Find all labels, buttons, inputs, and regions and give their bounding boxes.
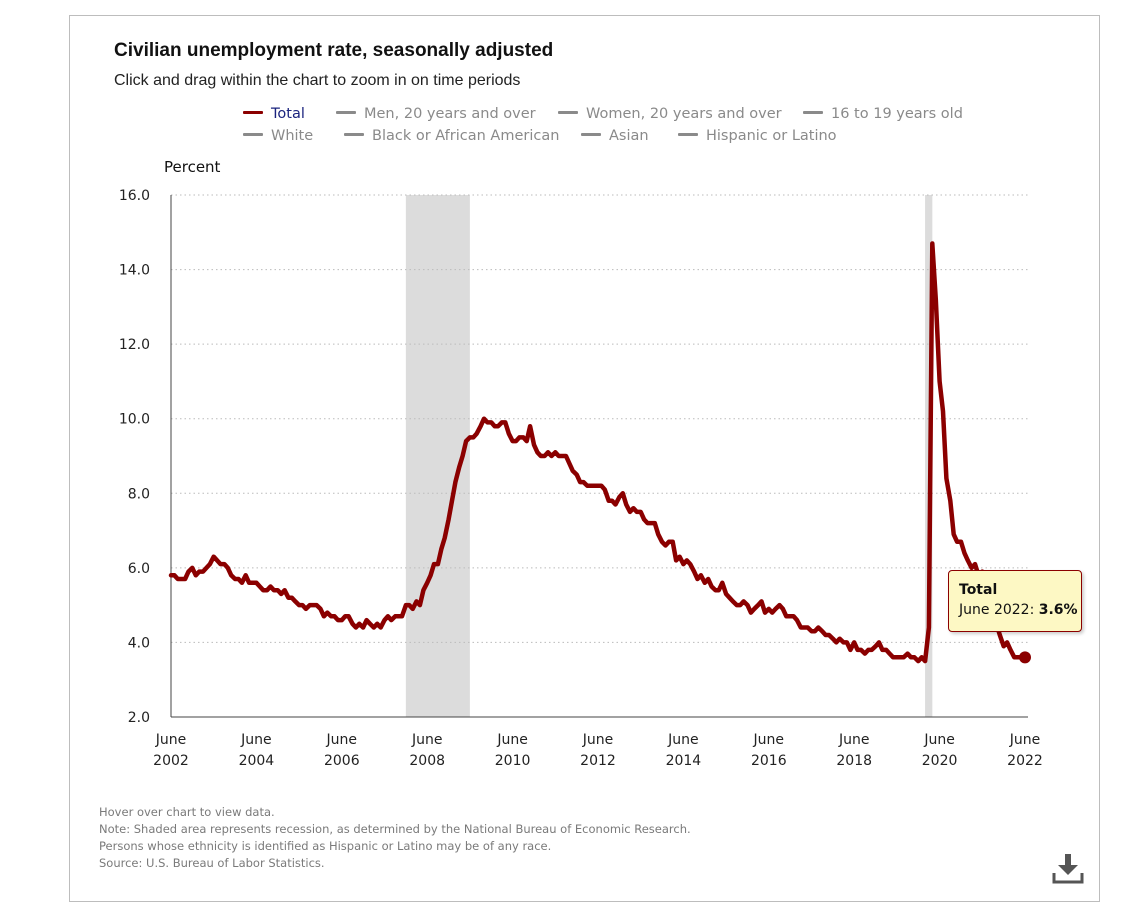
series-line-total[interactable] bbox=[168, 241, 1028, 664]
legend-swatch-total bbox=[243, 110, 263, 114]
legend-label-total: Total bbox=[271, 106, 305, 122]
x-tick-label: June bbox=[240, 732, 272, 748]
chart-title: Civilian unemployment rate, seasonally a… bbox=[114, 40, 554, 61]
x-tick-year: 2012 bbox=[580, 753, 616, 769]
x-tick-year: 2010 bbox=[495, 753, 531, 769]
y-tick-label: 6.0 bbox=[128, 561, 150, 577]
x-tick-label: June bbox=[838, 732, 870, 748]
y-tick-label: 2.0 bbox=[128, 710, 150, 726]
x-tick-year: 2022 bbox=[1007, 753, 1043, 769]
x-tick-label: June bbox=[1009, 732, 1041, 748]
x-tick-year: 2004 bbox=[239, 753, 275, 769]
x-tick-label: June bbox=[667, 732, 699, 748]
x-tick-label: June bbox=[155, 732, 187, 748]
download-icon[interactable] bbox=[1051, 853, 1085, 885]
legend-swatch-black bbox=[344, 132, 364, 136]
x-tick-year: 2008 bbox=[409, 753, 445, 769]
grid-layer bbox=[171, 194, 1028, 643]
legend-label-women: Women, 20 years and over bbox=[586, 106, 782, 122]
note-hispanic: Persons whose ethnicity is identified as… bbox=[99, 839, 552, 853]
legend-swatch-men bbox=[336, 110, 356, 114]
y-axis-title: Percent bbox=[164, 158, 221, 176]
data-tooltip: Total June 2022: 3.6% bbox=[948, 570, 1082, 632]
legend-swatch-women bbox=[558, 110, 578, 114]
legend-item-men[interactable]: Men, 20 years and over bbox=[336, 106, 536, 122]
note-recession: Note: Shaded area represents recession, … bbox=[99, 822, 691, 836]
legend-label-hispanic: Hispanic or Latino bbox=[706, 128, 837, 144]
y-tick-label: 16.0 bbox=[119, 188, 150, 204]
recession-layer bbox=[405, 195, 933, 717]
tooltip-line: June 2022: 3.6% bbox=[959, 602, 1081, 618]
x-tick-label: June bbox=[411, 732, 443, 748]
chart-subtitle: Click and drag within the chart to zoom … bbox=[114, 72, 521, 89]
note-hover: Hover over chart to view data. bbox=[99, 805, 275, 819]
y-tick-label: 10.0 bbox=[119, 412, 150, 428]
legend-item-teens[interactable]: 16 to 19 years old bbox=[803, 106, 963, 122]
legend-label-men: Men, 20 years and over bbox=[364, 106, 536, 122]
x-tick-label: June bbox=[326, 732, 358, 748]
legend-swatch-teens bbox=[803, 110, 823, 114]
legend-label-teens: 16 to 19 years old bbox=[831, 106, 963, 122]
x-tick-label: June bbox=[753, 732, 785, 748]
x-tick-year: 2016 bbox=[751, 753, 787, 769]
x-tick-label: June bbox=[496, 732, 528, 748]
y-tick-label: 4.0 bbox=[128, 635, 150, 651]
x-tick-year: 2006 bbox=[324, 753, 360, 769]
legend-swatch-hispanic bbox=[678, 132, 698, 136]
legend-item-hispanic[interactable]: Hispanic or Latino bbox=[678, 128, 837, 144]
y-tick-label: 12.0 bbox=[119, 337, 150, 353]
legend-swatch-white bbox=[243, 132, 263, 136]
x-tick-year: 2020 bbox=[922, 753, 958, 769]
highlight-point[interactable] bbox=[1019, 651, 1031, 664]
legend-item-asian[interactable]: Asian bbox=[581, 128, 649, 144]
x-tick-label: June bbox=[923, 732, 955, 748]
legend-label-white: White bbox=[271, 128, 314, 144]
legend-label-asian: Asian bbox=[609, 128, 649, 144]
legend-label-black: Black or African American bbox=[372, 128, 560, 144]
tooltip-value: 3.6% bbox=[1038, 602, 1078, 618]
legend-item-women[interactable]: Women, 20 years and over bbox=[558, 106, 782, 122]
tooltip-period: June 2022: bbox=[959, 602, 1035, 618]
y-tick-label: 14.0 bbox=[119, 263, 150, 279]
x-tick-year: 2018 bbox=[836, 753, 872, 769]
series-layer bbox=[168, 241, 1031, 664]
tooltip-series: Total bbox=[959, 582, 998, 598]
axis-layer: 2.0 4.0 6.0 8.0 10.0 12.0 14.0 16.0 June 2002 June… bbox=[119, 188, 1043, 769]
x-tick-label: June bbox=[582, 732, 614, 748]
note-source: Source: U.S. Bureau of Labor Statistics. bbox=[99, 856, 325, 870]
recession-band-1 bbox=[405, 195, 470, 717]
y-tick-label: 8.0 bbox=[128, 486, 150, 502]
x-tick-year: 2014 bbox=[666, 753, 702, 769]
legend-item-black[interactable]: Black or African American bbox=[344, 128, 559, 144]
legend-item-white[interactable]: White bbox=[243, 128, 313, 144]
x-tick-year: 2002 bbox=[153, 753, 189, 769]
legend-item-total[interactable]: Total bbox=[243, 106, 305, 122]
legend-swatch-asian bbox=[581, 132, 601, 136]
